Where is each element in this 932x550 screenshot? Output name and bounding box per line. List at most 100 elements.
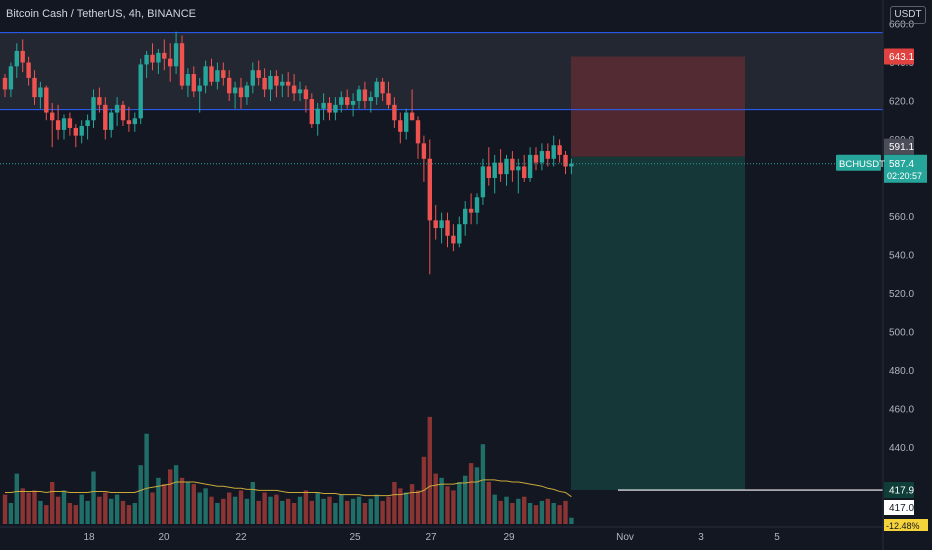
candle-body [545,151,550,159]
volume-bar [433,473,438,524]
candle-body [203,66,208,86]
volume-bar [445,486,450,524]
last-price-label-bg [884,154,927,183]
candle-body [197,85,202,92]
candle-body [280,81,285,86]
title-separator: , [122,8,129,20]
volume-bar [291,503,297,524]
candle-body [315,108,320,125]
stop-loss-zone[interactable] [571,56,745,157]
candle-body [522,166,527,178]
candle-body [309,99,314,125]
short-position-tool[interactable] [571,56,745,491]
candle-body [415,120,421,144]
volume-bar [404,492,409,524]
time-tick-label: 27 [425,532,437,543]
volume-bar [451,490,456,524]
candle-body [433,220,438,229]
volume-bar [398,488,403,524]
candle-body [179,43,185,86]
volume-bar [8,503,14,524]
candle-body [539,151,545,163]
volume-bar [91,471,96,524]
candle-body [109,112,114,130]
candle-body [527,154,533,178]
candle-body [173,43,179,67]
price-tick-label: 660.0 [889,20,914,31]
candle-body [398,120,403,132]
candle-body [274,75,279,86]
currency-button[interactable]: USDT [890,6,926,24]
symbol-title[interactable]: Bitcoin Cash / TetherUS, 4h, BINANCE [6,8,196,20]
target-price-label-bg [884,482,914,499]
time-tick-label: 29 [503,532,515,543]
price-tick-label: 500.0 [889,328,914,339]
volume-bar [144,433,149,524]
candle-body [474,197,480,213]
candle-body [132,118,137,125]
volume-bar [221,498,226,524]
volume-bar [374,494,379,524]
volume-bar [280,500,285,524]
volume-bar [486,482,491,524]
candle-body [350,101,356,105]
volume-bar [492,494,497,524]
candle-body [150,54,155,63]
horizontal-lines[interactable] [0,32,883,111]
volume-bar [50,482,55,524]
price-tick-label: 520.0 [889,289,914,300]
volume-bar [392,482,397,524]
candle-body [221,70,226,78]
candle-body [303,89,309,100]
time-axis[interactable]: 18 20 22 25 27 29 Nov 3 5 [83,532,780,543]
volume-bar [427,416,432,524]
candle-body [26,62,31,78]
candle-body [356,89,362,101]
price-tick-label: 560.0 [889,212,914,223]
volume-bar [103,492,108,524]
volume-bar [303,490,309,524]
candle-body [551,145,556,159]
candle-body [498,162,503,175]
volume-bar [527,503,533,524]
candle-body [256,70,261,78]
candle-body [185,74,191,86]
candle-body [168,58,173,67]
volume-bar [191,484,196,524]
candle-body [191,74,196,92]
volume-bar [356,496,362,524]
volume-bar [203,488,208,524]
volume-bar [114,494,120,524]
volume-bar [321,498,326,524]
volume-bar [168,469,173,524]
candle-body [20,50,25,63]
candlesticks [2,31,574,275]
candle-body [457,224,462,244]
volume-bar [439,477,444,524]
time-tick-label: 5 [774,532,780,543]
candle-body [345,97,350,105]
candle-body [50,112,55,121]
volume-bar [309,500,314,524]
volume-bar [132,503,137,524]
volume-bar [297,496,303,524]
candle-body [286,81,291,86]
candle-body [362,89,368,101]
candle-body [103,104,108,130]
time-tick-label: 18 [83,532,95,543]
volume-bar [97,496,102,524]
volume-bar [315,492,320,524]
candle-body [291,85,297,94]
volume-bar [274,494,279,524]
volume-bar [268,496,273,524]
volume-ma-label: 417.0 [889,503,914,514]
candle-body [232,87,238,94]
candle-body [297,89,303,94]
volume-bar [150,492,155,524]
volume-bar [55,496,61,524]
take-profit-zone[interactable] [571,156,745,491]
candle-body [14,50,19,67]
resistance-zone [0,32,883,110]
